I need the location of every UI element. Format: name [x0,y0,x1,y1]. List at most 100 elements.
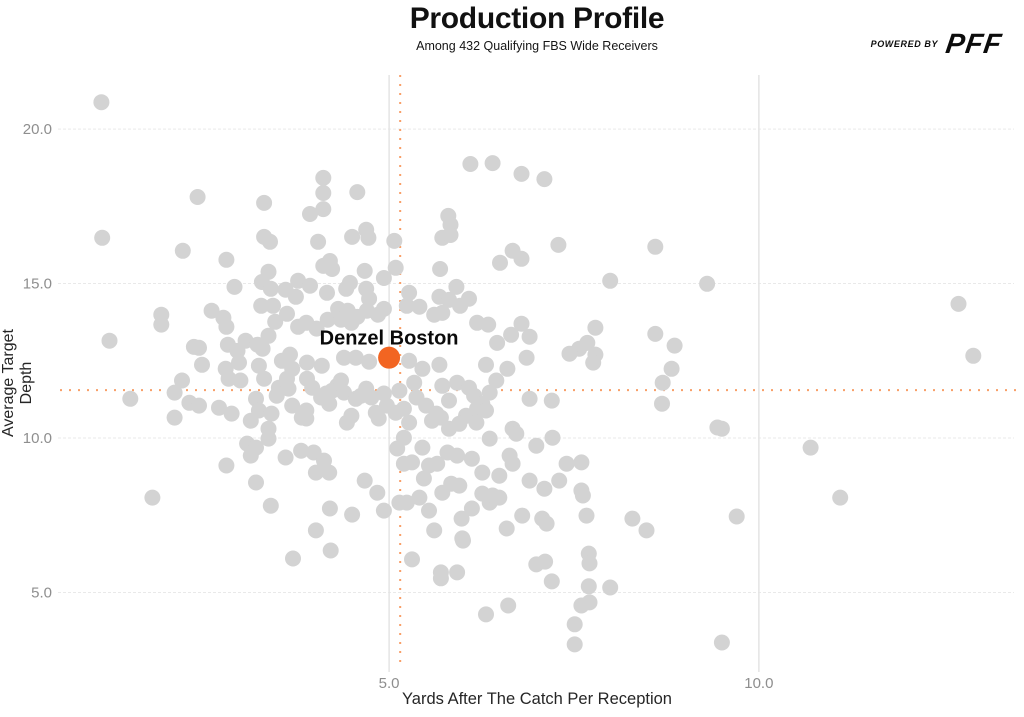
scatter-point [478,606,494,623]
scatter-point [341,274,358,291]
scatter-point [463,500,480,517]
scatter-point [498,520,515,537]
scatter-point [262,233,278,250]
scatter-point [284,397,301,414]
scatter-point [375,502,392,519]
scatter-point [166,409,183,426]
scatter-point [375,270,392,286]
tick-labels: 5.0 10.0 15.0 20.0 5.0 10.0 [23,121,774,692]
scatter-point [298,410,315,427]
scatter-point [663,360,680,377]
scatter-point [387,404,404,421]
scatter-point [518,349,535,366]
scatter-point [474,464,491,481]
scatter-point [832,489,849,506]
scatter-point [94,229,111,246]
scatter-point [401,352,418,369]
scatter-point [287,288,304,305]
scatter-point [248,474,264,491]
scatter-point [248,439,264,456]
scatter-point [122,390,139,407]
scatter-point [802,439,819,456]
scatter-point [513,165,530,182]
scatter-point [324,261,341,277]
y-tick-label: 15.0 [23,276,52,293]
scatter-point [558,455,575,472]
scatter-point [432,261,449,277]
chart-header: Production Profile Among 432 Qualifying … [410,2,665,53]
scatter-point [361,353,378,370]
scatter-point [321,464,338,481]
scatter-point [513,250,530,267]
scatter-point [313,357,330,374]
scatter-point [441,392,457,409]
scatter-point [293,442,310,459]
scatter-point [503,326,520,343]
scatter-point [950,295,967,312]
scatter-point [478,356,494,373]
scatter-point [504,455,521,472]
scatter-point [411,489,428,506]
pff-logo: POWERED BY PFF [871,28,1005,59]
pff-logo-text: PFF [944,28,1005,59]
scatter-point [347,349,364,366]
scatter-point [521,472,538,489]
scatter-point [299,354,315,371]
scatter-point [232,372,249,389]
scatter-point [478,402,494,419]
scatter-point [543,573,560,590]
scatter-point [543,392,560,409]
scatter-point [508,425,525,442]
scatter-point [536,171,553,188]
scatter-point [431,356,448,373]
scatter-point [513,315,530,332]
scatter-point [414,360,431,377]
gridlines [58,75,1014,672]
scatter-point [442,227,459,243]
scatter-point [395,455,412,472]
scatter-point [375,300,392,317]
scatter-point [315,169,332,186]
page-title: Production Profile [409,2,665,35]
scatter-point [256,194,273,211]
scatter-point [260,430,277,447]
scatter-point [500,597,517,614]
highlight-point [378,346,401,369]
scatter-point [528,437,545,454]
scatter-point [191,397,207,414]
scatter-point [389,440,406,457]
scatter-point [585,354,602,371]
scatter-point [344,228,361,245]
scatter-point [220,370,237,387]
scatter-point [578,507,595,524]
scatter-point [468,414,485,431]
scatter-point [713,420,730,437]
scatter-point [343,407,360,424]
scatter-point [191,339,207,356]
scatter-point [602,272,619,289]
scatter-point [218,251,235,268]
scatter-point [226,278,243,295]
scatter-point [358,302,375,319]
x-tick-label: 10.0 [744,675,773,692]
scatter-point [491,489,508,506]
scatter-point [462,156,479,172]
scatter-point [581,594,598,611]
scatter-point [387,259,404,276]
scatter-point [370,410,387,427]
scatter-point [448,278,465,295]
scatter-point [256,370,273,387]
scatter-point [421,502,437,519]
scatter-point [406,374,423,391]
scatter-point [537,553,554,570]
scatter-point [315,185,332,201]
scatter-point [398,494,415,511]
scatter-point [194,356,210,373]
scatter-point [310,233,327,250]
reference-lines [60,75,1022,662]
scatter-points [93,94,982,653]
scatter-point [713,634,730,651]
scatter-point [491,467,508,484]
scatter-point [398,297,415,314]
